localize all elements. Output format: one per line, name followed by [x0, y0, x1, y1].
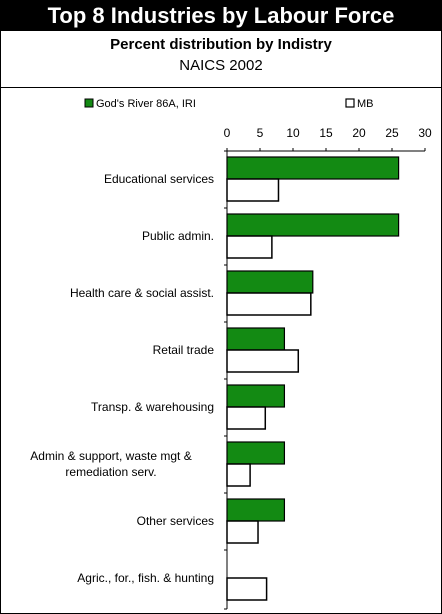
category-label: Educational services: [104, 172, 214, 186]
bar-series-1: [226, 441, 286, 465]
bar-series-2: [226, 292, 312, 316]
legend-swatch-series-2: [345, 98, 355, 108]
legend-label-series-1: God's River 86A, IRI: [96, 98, 196, 110]
chart-subtitle: Percent distribution by Indistry: [110, 36, 332, 53]
bar-series-1: [226, 384, 286, 408]
legend-label-series-2: MB: [357, 98, 374, 110]
x-tick-label: 5: [257, 126, 264, 140]
category-label: Public admin.: [142, 229, 214, 243]
x-tick-label: 0: [224, 126, 231, 140]
bar-series-1: [226, 156, 400, 180]
x-tick-label: 30: [418, 126, 432, 140]
category-label: Retail trade: [153, 343, 215, 357]
legend-swatch-series-1: [84, 98, 94, 108]
category-label: Health care & social assist.: [70, 286, 214, 300]
bar-series-1: [226, 327, 286, 351]
category-label: Agric., for., fish. & hunting: [77, 571, 214, 585]
bar-chart: God's River 86A, IRI MB 0 5 10 15 20 25 30 Educat…: [30, 98, 432, 610]
bar-series-1: [226, 213, 400, 237]
category-label: Other services: [137, 514, 214, 528]
x-tick-label: 20: [352, 126, 366, 140]
bar-series-2: [226, 349, 300, 373]
x-tick-label: 25: [385, 126, 399, 140]
x-tick-label: 10: [286, 126, 300, 140]
category-label: Transp. & warehousing: [91, 400, 214, 414]
bar-series-2: [226, 520, 259, 544]
x-tick-label: 15: [319, 126, 333, 140]
bar-series-2: [226, 235, 273, 259]
chart-subtitle-naics: NAICS 2002: [179, 57, 263, 74]
bar-series-2: [226, 406, 267, 430]
subtitle-block: Percent distribution by Indistry NAICS 2…: [1, 31, 441, 88]
bar-series-2: [226, 463, 251, 487]
bar-series-2: [226, 178, 280, 202]
category-label: Admin & support, waste mgt & remediation …: [30, 449, 191, 479]
bar-series-2: [226, 577, 268, 601]
chart-title: Top 8 Industries by Labour Force: [1, 1, 441, 31]
bar-series-1: [226, 270, 314, 294]
bar-series-1: [226, 498, 286, 522]
